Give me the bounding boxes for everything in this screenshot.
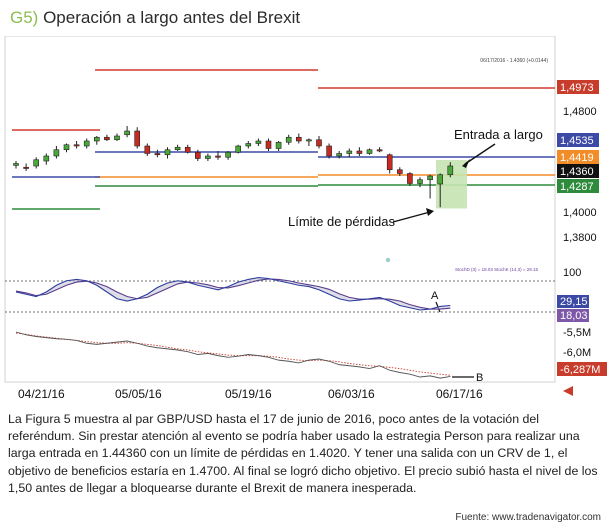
candle-body bbox=[285, 136, 292, 143]
stoch-k-line bbox=[15, 277, 451, 311]
figure-label: G5) bbox=[10, 8, 39, 27]
candle-body bbox=[346, 150, 353, 154]
candle-body bbox=[114, 135, 120, 141]
title-text: Operación a largo antes del Brexit bbox=[43, 8, 301, 27]
volume-arrow-icon bbox=[563, 386, 573, 396]
candle-body bbox=[13, 163, 19, 166]
stop-annotation: Límite de pérdidas bbox=[288, 214, 395, 229]
price-level-box bbox=[557, 179, 599, 193]
candle-body bbox=[164, 149, 171, 156]
candle-body bbox=[447, 165, 454, 176]
candle-body bbox=[265, 140, 272, 149]
stoch-d-label: 18,03 bbox=[560, 310, 588, 322]
entry-arrow bbox=[464, 143, 496, 165]
candlestick-chart: 06/17/2016 - 1.4360 (+0.0144) Entrada a … bbox=[4, 36, 607, 401]
candle-body bbox=[376, 149, 383, 152]
candle-body bbox=[124, 130, 130, 136]
candle-body bbox=[205, 155, 211, 159]
label-b: B bbox=[476, 372, 483, 384]
candle-body bbox=[94, 136, 100, 142]
candle-body bbox=[366, 149, 373, 154]
price-level-label: 1,4287 bbox=[560, 181, 594, 193]
candle-body bbox=[356, 150, 363, 154]
candle-body bbox=[417, 179, 423, 184]
volume-line bbox=[15, 331, 451, 379]
source-text: Fuente: www.tradenavigator.com bbox=[455, 512, 601, 523]
stoch-axis-label: 100 bbox=[563, 267, 581, 279]
candle-body bbox=[144, 145, 151, 154]
caption-text: La Figura 5 muestra al par GBP/USD hasta… bbox=[8, 412, 598, 495]
volume-label: -6,0M bbox=[563, 347, 591, 359]
stop-arrow bbox=[392, 211, 431, 223]
x-tick-label: 04/21/16 bbox=[18, 387, 65, 401]
candle-body bbox=[386, 154, 393, 171]
price-level-label: 1,4419 bbox=[560, 152, 594, 164]
candle-body bbox=[295, 136, 302, 142]
volume-value-box bbox=[557, 362, 607, 376]
price-level-box bbox=[557, 164, 599, 178]
entry-arrow-head bbox=[462, 159, 470, 168]
marker-dot bbox=[385, 257, 391, 263]
entry-annotation: Entrada a largo bbox=[454, 127, 543, 142]
candle-body bbox=[174, 146, 181, 151]
price-tick-label: 1,4000 bbox=[563, 207, 597, 219]
stoch-k-box bbox=[557, 295, 589, 308]
candle-body bbox=[215, 155, 221, 158]
candle-body bbox=[104, 136, 110, 141]
candle-body bbox=[396, 169, 403, 174]
candle-body bbox=[225, 151, 231, 158]
header-readout: 06/17/2016 - 1.4360 (+0.0144) bbox=[480, 58, 548, 64]
x-tick-label: 06/17/16 bbox=[436, 387, 483, 401]
candle-body bbox=[275, 141, 282, 149]
candle-body bbox=[33, 159, 40, 167]
figure-title: G5) Operación a largo antes del Brexit bbox=[10, 8, 300, 28]
stoch-legend: StochD (3) = 18.03 StochK (14,3) = 29.15 bbox=[455, 267, 539, 272]
x-tick-label: 05/19/16 bbox=[225, 387, 272, 401]
candle-body bbox=[407, 173, 413, 184]
stoch-d-box bbox=[557, 309, 589, 322]
price-tick-label: 1,3800 bbox=[563, 232, 597, 244]
candle-body bbox=[437, 174, 444, 185]
stoch-k-label: 29,15 bbox=[560, 296, 588, 308]
x-tick-label: 05/05/16 bbox=[115, 387, 162, 401]
candle-body bbox=[235, 145, 241, 153]
candle-body bbox=[53, 149, 60, 157]
candle-body bbox=[73, 144, 80, 147]
candle-body bbox=[245, 143, 252, 147]
candle-body bbox=[154, 153, 161, 156]
price-tick-label: 1,4800 bbox=[563, 106, 597, 118]
candle-body bbox=[316, 139, 322, 147]
x-tick-label: 06/03/16 bbox=[328, 387, 375, 401]
price-level-box bbox=[557, 80, 599, 94]
candle-body bbox=[427, 175, 433, 181]
price-level-label: 1,4360 bbox=[560, 166, 594, 178]
candle-body bbox=[63, 144, 70, 151]
price-level-box bbox=[557, 150, 599, 164]
price-level-box bbox=[557, 133, 599, 147]
volume-label: -5,5M bbox=[563, 327, 591, 339]
candle-body bbox=[306, 139, 312, 142]
candle-body bbox=[23, 166, 29, 169]
candle-body bbox=[43, 155, 50, 162]
candle-body bbox=[336, 153, 343, 157]
stop-arrow-head bbox=[426, 208, 434, 216]
price-level-label: 1,4535 bbox=[560, 135, 594, 147]
candle-body bbox=[184, 146, 191, 153]
candle-body bbox=[134, 130, 140, 147]
candle-body bbox=[195, 151, 201, 159]
candle-body bbox=[83, 140, 90, 147]
label-a: A bbox=[431, 290, 439, 302]
volume-value-label: -6,287M bbox=[560, 364, 600, 376]
candle-body bbox=[326, 145, 332, 157]
price-level-label: 1,4973 bbox=[560, 82, 594, 94]
candle-body bbox=[255, 140, 262, 144]
